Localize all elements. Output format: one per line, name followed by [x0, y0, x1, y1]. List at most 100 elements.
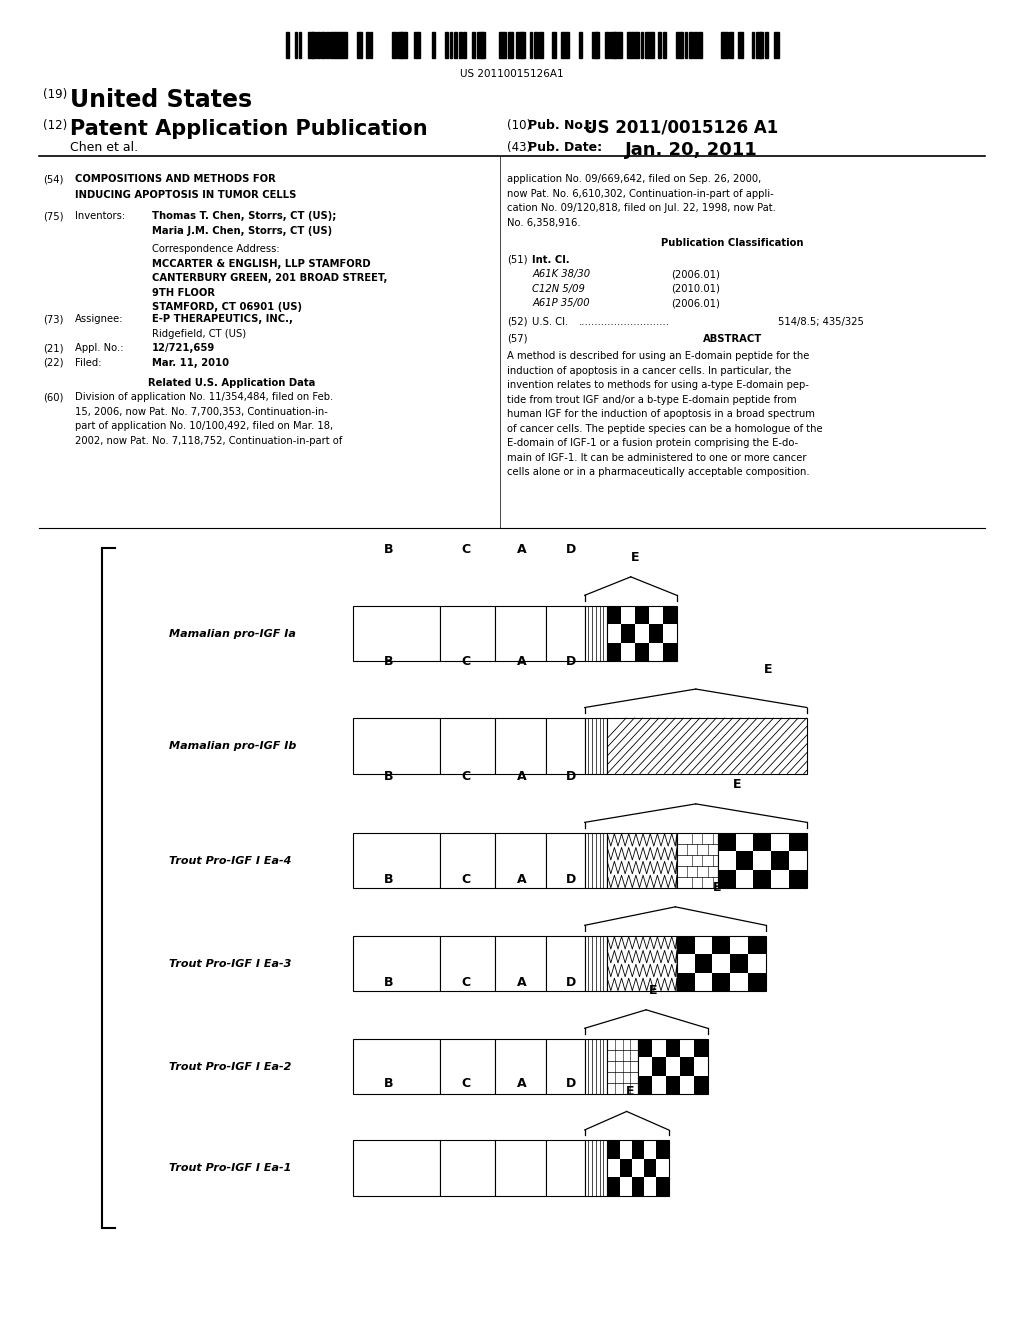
Bar: [495, 936, 546, 991]
Bar: [463, 32, 466, 58]
Bar: [607, 718, 807, 774]
Bar: [596, 32, 599, 58]
Bar: [495, 606, 546, 661]
Text: D: D: [566, 975, 577, 989]
Bar: [730, 954, 749, 973]
Bar: [585, 936, 607, 991]
Bar: [546, 1039, 585, 1094]
Bar: [495, 1039, 546, 1094]
Bar: [666, 1039, 680, 1057]
Text: (51): (51): [507, 255, 527, 265]
Bar: [694, 32, 696, 58]
Text: (43): (43): [507, 141, 531, 154]
Bar: [607, 606, 622, 624]
Bar: [641, 32, 643, 58]
Bar: [636, 32, 639, 58]
Text: cells alone or in a pharmaceutically acceptable composition.: cells alone or in a pharmaceutically acc…: [507, 467, 810, 478]
Text: (10): (10): [507, 119, 531, 132]
Text: C: C: [462, 1077, 470, 1090]
Text: (75): (75): [43, 211, 63, 222]
Bar: [472, 32, 475, 58]
Text: Filed:: Filed:: [75, 358, 101, 368]
Text: United States: United States: [70, 88, 252, 112]
Bar: [607, 1140, 620, 1159]
Bar: [635, 643, 649, 661]
Text: Mar. 11, 2010: Mar. 11, 2010: [152, 358, 228, 368]
Bar: [440, 833, 495, 888]
Text: Correspondence Address:: Correspondence Address:: [152, 244, 280, 255]
Text: Appl. No.:: Appl. No.:: [75, 343, 123, 354]
Bar: [644, 1159, 656, 1177]
Bar: [312, 32, 315, 58]
Text: (60): (60): [43, 392, 63, 403]
Bar: [676, 32, 681, 58]
Text: main of IGF-1. It can be administered to one or more cancer: main of IGF-1. It can be administered to…: [507, 453, 806, 463]
Text: Chen et al.: Chen et al.: [70, 141, 138, 154]
Bar: [308, 32, 313, 58]
Bar: [677, 973, 694, 991]
Bar: [286, 32, 289, 58]
Bar: [614, 32, 618, 58]
Bar: [718, 833, 807, 888]
Bar: [765, 32, 768, 58]
Bar: [495, 1140, 546, 1196]
Bar: [713, 936, 730, 954]
Bar: [445, 32, 447, 58]
Bar: [607, 1039, 638, 1094]
Bar: [552, 32, 556, 58]
Bar: [638, 1076, 652, 1094]
Bar: [677, 936, 694, 954]
Text: now Pat. No. 6,610,302, Continuation-in-part of appli-: now Pat. No. 6,610,302, Continuation-in-…: [507, 189, 773, 199]
Bar: [656, 1177, 669, 1196]
Bar: [607, 936, 677, 991]
Bar: [607, 1177, 620, 1196]
Bar: [401, 32, 407, 58]
Text: (54): (54): [43, 174, 63, 185]
Text: Pub. Date:: Pub. Date:: [528, 141, 602, 154]
Bar: [681, 32, 683, 58]
Text: (2010.01): (2010.01): [671, 284, 720, 294]
Bar: [607, 833, 677, 888]
Bar: [353, 1140, 440, 1196]
Text: 514/8.5; 435/325: 514/8.5; 435/325: [778, 317, 864, 327]
Bar: [356, 32, 361, 58]
Bar: [585, 606, 607, 661]
Bar: [392, 32, 396, 58]
Bar: [607, 643, 622, 661]
Text: (21): (21): [43, 343, 63, 354]
Bar: [481, 32, 484, 58]
Bar: [693, 1076, 708, 1094]
Text: A: A: [517, 770, 527, 783]
Bar: [415, 32, 420, 58]
Text: D: D: [566, 873, 577, 886]
Bar: [396, 32, 401, 58]
Text: cation No. 09/120,818, filed on Jul. 22, 1998, now Pat.: cation No. 09/120,818, filed on Jul. 22,…: [507, 203, 776, 214]
Bar: [635, 606, 649, 624]
Text: Pub. No.:: Pub. No.:: [528, 119, 593, 132]
Text: U.S. Cl.: U.S. Cl.: [532, 317, 568, 327]
Text: Thomas T. Chen, Storrs, CT (US);: Thomas T. Chen, Storrs, CT (US);: [152, 211, 336, 222]
Bar: [749, 973, 766, 991]
Text: COMPOSITIONS AND METHODS FOR: COMPOSITIONS AND METHODS FOR: [75, 174, 275, 185]
Text: A: A: [517, 1077, 527, 1090]
Text: B: B: [384, 1077, 394, 1090]
Bar: [663, 606, 677, 624]
Text: ABSTRACT: ABSTRACT: [702, 334, 762, 345]
Bar: [561, 32, 564, 58]
Bar: [539, 32, 544, 58]
Bar: [353, 606, 440, 661]
Text: Ridgefield, CT (US): Ridgefield, CT (US): [152, 329, 246, 339]
Text: 15, 2006, now Pat. No. 7,700,353, Continuation-in-: 15, 2006, now Pat. No. 7,700,353, Contin…: [75, 407, 328, 417]
Bar: [620, 1159, 632, 1177]
Text: A: A: [517, 975, 527, 989]
Bar: [476, 32, 482, 58]
Text: No. 6,358,916.: No. 6,358,916.: [507, 218, 581, 228]
Bar: [508, 32, 513, 58]
Bar: [771, 851, 790, 870]
Text: invention relates to methods for using a-type E-domain pep-: invention relates to methods for using a…: [507, 380, 809, 391]
Text: Trout Pro-IGF I Ea-4: Trout Pro-IGF I Ea-4: [169, 855, 292, 866]
Text: MCCARTER & ENGLISH, LLP STAMFORD: MCCARTER & ENGLISH, LLP STAMFORD: [152, 259, 371, 269]
Text: (52): (52): [507, 317, 527, 327]
Text: Patent Application Publication: Patent Application Publication: [70, 119, 427, 139]
Text: E-P THERAPEUTICS, INC.,: E-P THERAPEUTICS, INC.,: [152, 314, 293, 325]
